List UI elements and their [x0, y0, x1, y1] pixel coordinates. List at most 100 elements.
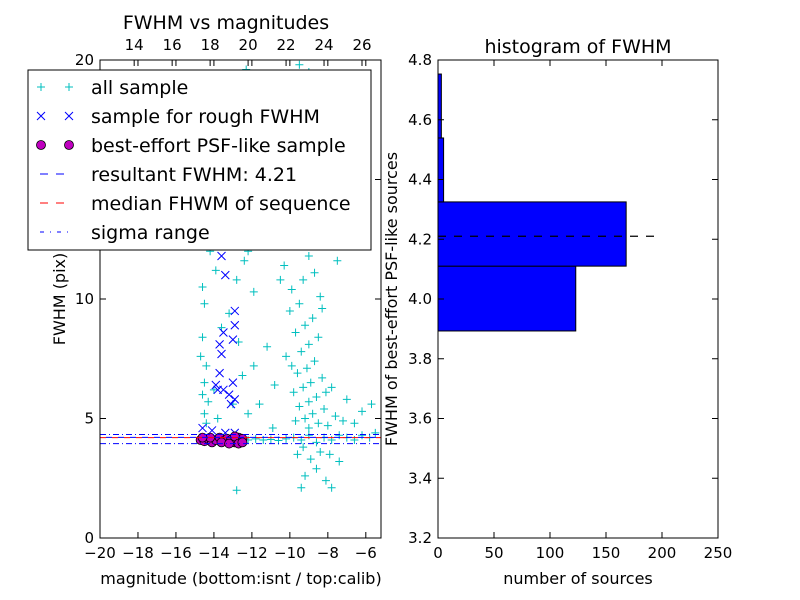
all-sample-point: [232, 275, 241, 284]
all-sample-point: [321, 476, 330, 485]
histogram-bar: [437, 137, 445, 203]
legend-label: resultant FWHM: 4.21: [91, 164, 297, 186]
y-tick-label: 3.4: [408, 469, 432, 487]
rough-sample-point: [228, 335, 238, 344]
y-tick-label: 3.6: [408, 410, 432, 428]
all-sample-point: [301, 414, 310, 423]
y-tick-label: 4.8: [408, 51, 432, 69]
all-sample-point: [200, 409, 209, 418]
legend-label: sigma range: [91, 222, 210, 244]
all-sample-point: [304, 251, 313, 260]
rough-sample-point: [220, 270, 230, 280]
all-sample-point: [255, 400, 264, 409]
x-tick-label: −14: [198, 544, 230, 562]
y-tick-label: 10: [75, 290, 94, 308]
all-sample-point: [299, 443, 308, 452]
y-tick-label: 3.2: [408, 529, 432, 547]
plus-icon: [37, 83, 45, 91]
all-sample-point: [276, 275, 285, 284]
all-sample-point: [358, 407, 367, 416]
all-sample-point: [297, 347, 306, 356]
y-tick-label: 4.2: [408, 230, 432, 248]
x-tick-label: 0: [433, 544, 443, 562]
circle-icon: [64, 140, 74, 150]
all-sample-point: [312, 438, 321, 447]
y-tick-label: 5: [84, 410, 94, 428]
rough-sample-point: [215, 368, 224, 378]
all-sample-point: [285, 306, 294, 315]
y-tick-label: 0: [84, 529, 94, 547]
psf-sample-point: [237, 437, 248, 448]
all-sample-point: [306, 455, 315, 464]
all-sample-point: [240, 256, 249, 265]
all-sample-point: [293, 369, 302, 378]
legend-label: median FHWM of sequence: [91, 193, 351, 215]
x-icon: [64, 111, 74, 121]
x-tick-label: −8: [317, 544, 339, 562]
legend-item: median FHWM of sequence: [40, 193, 351, 215]
all-sample-point: [310, 268, 319, 277]
all-sample-point: [238, 371, 247, 380]
all-sample-point: [318, 373, 327, 382]
all-sample-point: [339, 416, 348, 425]
all-sample-point: [282, 434, 291, 443]
circle-icon: [36, 140, 46, 150]
all-sample-point: [314, 419, 323, 428]
x-tick-label: 100: [536, 544, 565, 562]
x-tick-label: −18: [122, 544, 154, 562]
rough-sample-point: [226, 399, 236, 409]
all-sample-point: [244, 409, 253, 418]
y-tick-label: 20: [75, 51, 94, 69]
all-sample-point: [249, 361, 258, 370]
all-sample-point: [304, 340, 313, 349]
all-sample-point: [331, 412, 340, 421]
rough-sample-point: [219, 328, 228, 337]
all-sample-point: [299, 383, 308, 392]
x-tick-label: −6: [355, 544, 377, 562]
all-sample-point: [302, 364, 311, 373]
scatter-xlabel: magnitude (bottom:isnt / top:calib): [100, 569, 381, 588]
legend-label: all sample: [91, 77, 188, 99]
all-sample-point: [198, 283, 207, 292]
all-sample-point: [335, 457, 344, 466]
all-sample-point: [291, 416, 300, 425]
legend-item: sigma range: [40, 222, 210, 244]
all-sample-point: [289, 388, 298, 397]
all-sample-point: [304, 397, 313, 406]
y-tick-label: 4.6: [408, 111, 432, 129]
rough-sample-point: [215, 340, 224, 349]
all-sample-point: [327, 383, 336, 392]
scatter-ylabel: FWHM (pix): [50, 253, 69, 346]
all-sample-point: [301, 321, 310, 330]
all-sample-point: [306, 378, 315, 387]
all-sample-point: [333, 256, 342, 265]
plus-icon: [65, 83, 73, 91]
scatter-plot-area: [100, 60, 381, 495]
all-sample-point: [335, 431, 344, 440]
rough-sample-point: [217, 349, 226, 359]
all-sample-point: [312, 392, 321, 401]
all-sample-point: [297, 483, 306, 492]
histogram-bar: [437, 265, 577, 332]
all-sample-point: [266, 435, 275, 444]
all-sample-point: [320, 404, 329, 413]
all-sample-point: [198, 333, 207, 342]
legend-item: best-effort PSF-like sample: [36, 135, 346, 157]
all-sample-point: [268, 424, 277, 433]
top-x-tick-label: 26: [352, 36, 371, 54]
legend-item: resultant FWHM: 4.21: [40, 164, 297, 186]
all-sample-point: [308, 409, 317, 418]
all-sample-point: [316, 292, 325, 301]
histogram-ylabel: FWHM of best-effort PSF-like sources: [382, 152, 401, 446]
scatter-axes: −20−18−16−14−12−10−8−6051015201416182022…: [75, 36, 382, 562]
scatter-panel: FWHM vs magnitudes magnitude (bottom:isn…: [27, 12, 382, 588]
all-sample-point: [327, 483, 336, 492]
all-sample-point: [198, 390, 207, 399]
top-x-tick-label: 22: [277, 36, 296, 54]
all-sample-point: [325, 450, 334, 459]
all-sample-point: [371, 428, 380, 437]
top-x-tick-label: 14: [125, 36, 144, 54]
rough-sample-point: [217, 251, 226, 261]
all-sample-point: [200, 299, 209, 308]
